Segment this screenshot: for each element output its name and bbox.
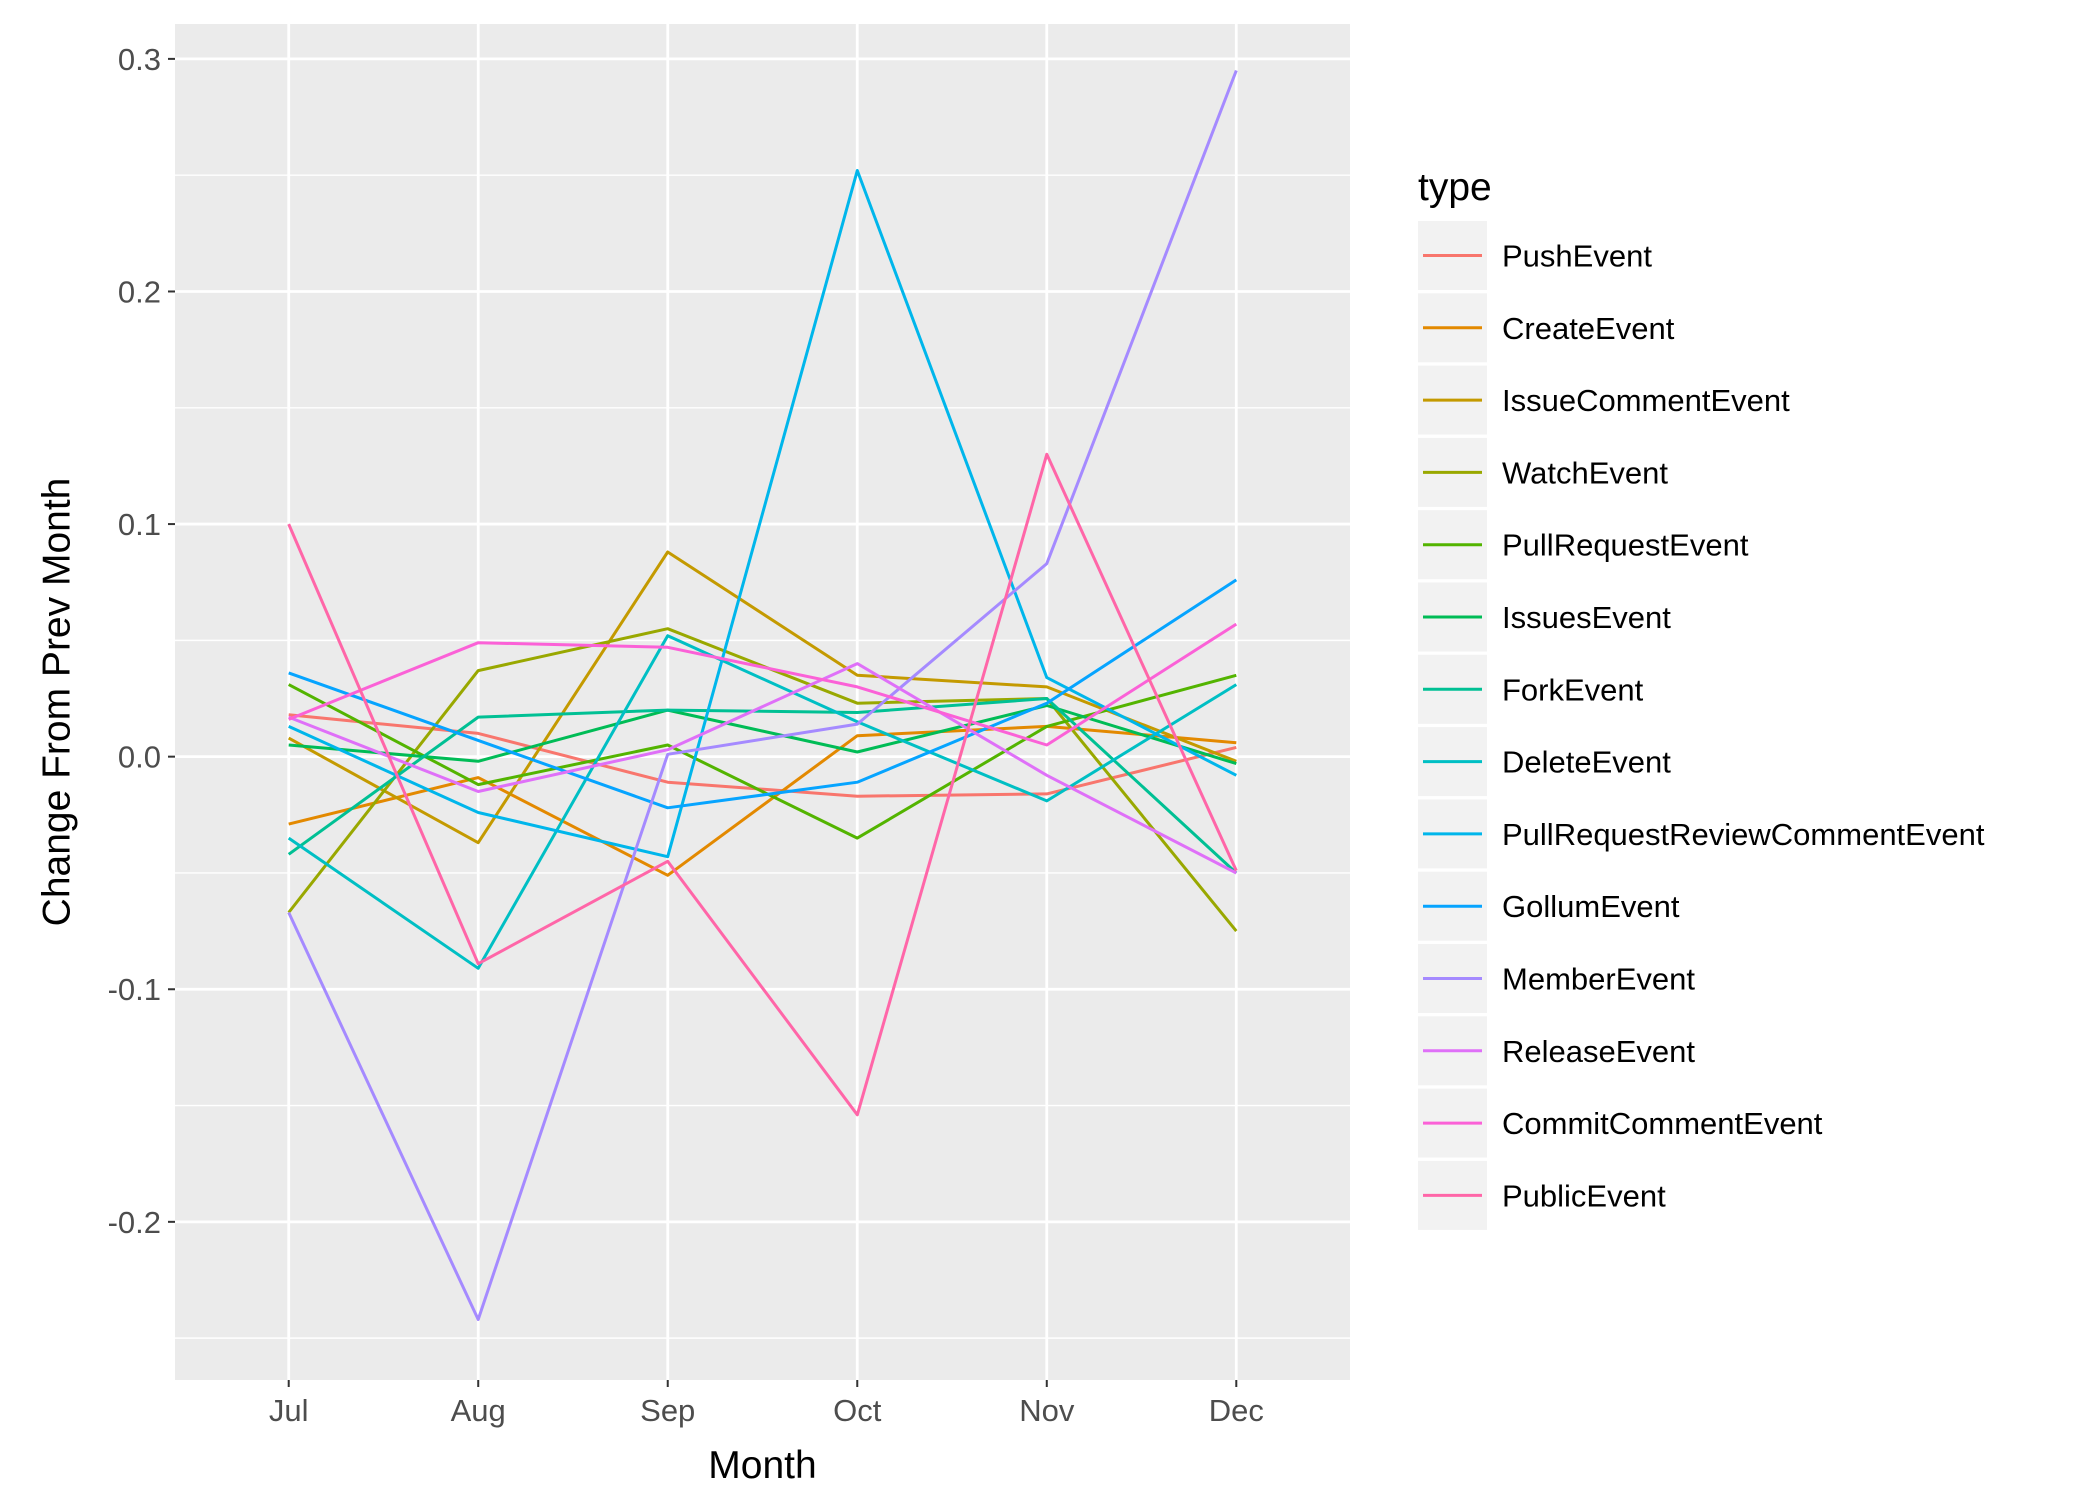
legend-label: ForkEvent bbox=[1502, 672, 1644, 707]
legend-title: type bbox=[1418, 166, 1492, 209]
series-line-IssueCommentEvent bbox=[287, 550, 1237, 845]
series-line-ReleaseEvent bbox=[288, 662, 1237, 875]
series-line-PullRequestReviewCommentEvent bbox=[288, 169, 1237, 859]
legend-label: MemberEvent bbox=[1502, 962, 1695, 997]
x-tick-label: Jul bbox=[269, 1393, 309, 1428]
legend-item: ReleaseEvent bbox=[1418, 1016, 1695, 1086]
y-tick-label: 0.0 bbox=[118, 740, 161, 775]
x-tick-label: Aug bbox=[451, 1393, 506, 1428]
y-axis: -0.2 -0.1 0.0 0.1 0.2 0.3 bbox=[108, 42, 175, 1240]
x-tick-label: Dec bbox=[1209, 1393, 1264, 1428]
plot-panel bbox=[175, 24, 1350, 1380]
legend-item: CommitCommentEvent bbox=[1418, 1088, 1823, 1158]
legend-label: DeleteEvent bbox=[1502, 745, 1671, 780]
y-tick-label: -0.2 bbox=[108, 1205, 161, 1240]
legend-item: DeleteEvent bbox=[1418, 727, 1671, 797]
major-gridlines bbox=[175, 24, 1350, 1380]
legend-label: IssueCommentEvent bbox=[1502, 383, 1790, 418]
x-tick-label: Oct bbox=[833, 1393, 882, 1428]
series-lines bbox=[287, 69, 1238, 1321]
legend-label: PullRequestEvent bbox=[1502, 528, 1749, 563]
series-line-CommitCommentEvent bbox=[288, 622, 1238, 747]
legend-label: PushEvent bbox=[1502, 239, 1652, 274]
legend-item: IssuesEvent bbox=[1418, 582, 1671, 652]
minor-gridlines bbox=[175, 174, 1350, 1339]
series-line-IssuesEvent bbox=[288, 704, 1237, 766]
series-line-PullRequestEvent bbox=[287, 673, 1237, 840]
series-line-GollumEvent bbox=[288, 578, 1238, 810]
y-tick-label: 0.1 bbox=[118, 507, 161, 542]
legend-item: ForkEvent bbox=[1418, 654, 1644, 724]
legend-item: CreateEvent bbox=[1418, 293, 1675, 363]
legend-label: GollumEvent bbox=[1502, 889, 1680, 924]
series-line-PublicEvent bbox=[287, 452, 1238, 1117]
legend-label: CommitCommentEvent bbox=[1502, 1106, 1823, 1141]
legend-label: IssuesEvent bbox=[1502, 600, 1671, 635]
x-tick-label: Sep bbox=[640, 1393, 695, 1428]
x-axis: Jul Aug Sep Oct Nov Dec bbox=[269, 1380, 1264, 1428]
legend-label: PullRequestReviewCommentEvent bbox=[1502, 817, 1985, 852]
legend-label: ReleaseEvent bbox=[1502, 1034, 1695, 1069]
legend-item: PushEvent bbox=[1418, 221, 1652, 290]
series-line-MemberEvent bbox=[287, 69, 1238, 1321]
series-line-DeleteEvent bbox=[287, 634, 1238, 970]
legend-item: MemberEvent bbox=[1418, 944, 1695, 1013]
y-axis-title: Change From Prev Month bbox=[36, 478, 79, 927]
legend-label: PublicEvent bbox=[1502, 1178, 1666, 1213]
x-axis-title: Month bbox=[708, 1444, 816, 1487]
legend-item: IssueCommentEvent bbox=[1418, 365, 1790, 435]
legend-item: PullRequestReviewCommentEvent bbox=[1418, 799, 1985, 869]
legend-label: WatchEvent bbox=[1502, 455, 1668, 490]
series-line-ForkEvent bbox=[287, 697, 1238, 875]
legend-item: WatchEvent bbox=[1418, 437, 1668, 507]
legend-item: GollumEvent bbox=[1418, 871, 1680, 941]
y-tick-label: 0.2 bbox=[118, 274, 161, 309]
y-tick-label: 0.3 bbox=[118, 42, 161, 77]
legend-label: CreateEvent bbox=[1502, 311, 1675, 346]
legend: type PushEvent CreateEvent IssueCommentEve… bbox=[1418, 166, 1985, 1230]
legend-item: PublicEvent bbox=[1418, 1160, 1666, 1230]
legend-item: PullRequestEvent bbox=[1418, 510, 1749, 580]
y-tick-label: -0.1 bbox=[108, 972, 161, 1007]
x-tick-label: Nov bbox=[1019, 1393, 1075, 1428]
